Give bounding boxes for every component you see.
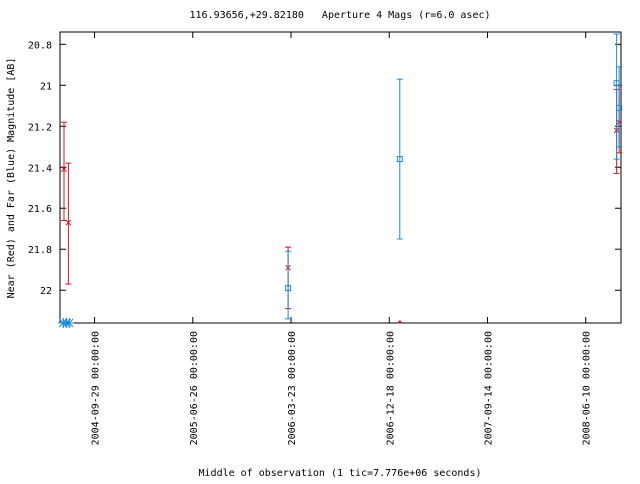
y-tick-label: 21: [40, 81, 52, 92]
point-marker: [61, 166, 67, 173]
y-tick-label: 22: [40, 286, 52, 297]
y-tick-label: 20.8: [28, 40, 52, 51]
chart-title: 116.93656,+29.82180 Aperture 4 Mags (r=6…: [189, 10, 490, 21]
x-tick-label: 2005-06-26 00:00:00: [189, 331, 200, 445]
y-tick-label: 21.4: [28, 163, 52, 174]
y-tick-label: 21.8: [28, 245, 52, 256]
y-tick-label: 21.2: [28, 122, 52, 133]
x-tick-label: 2006-03-23 00:00:00: [287, 331, 298, 445]
x-tick-label: 2006-12-18 00:00:00: [385, 331, 396, 445]
point-marker: [64, 318, 75, 328]
y-axis-label: Near (Red) and Far (Blue) Magnitude [AB]: [6, 58, 17, 299]
y-tick-label: 21.6: [28, 204, 52, 215]
point-marker: [396, 156, 403, 163]
x-tick-label: 2004-09-29 00:00:00: [91, 331, 102, 445]
x-axis-label: Middle of observation (1 tic=7.776e+06 s…: [199, 468, 482, 479]
plot-frame: [59, 31, 622, 324]
point-marker: [285, 285, 292, 292]
point-marker: [398, 320, 402, 324]
point-marker: [616, 104, 623, 111]
x-tick-label: 2008-06-10 00:00:00: [582, 331, 593, 445]
point-marker: [65, 219, 72, 226]
x-tick-label: 2007-09-14 00:00:00: [483, 331, 494, 445]
